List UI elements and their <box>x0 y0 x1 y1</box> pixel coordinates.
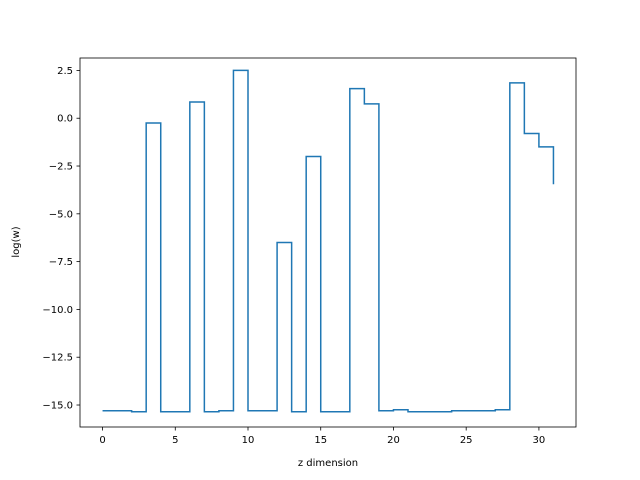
x-tick-label: 0 <box>99 435 105 446</box>
y-tick-label: −5.0 <box>49 209 73 220</box>
x-tick-label: 30 <box>533 435 546 446</box>
x-tick-label: 20 <box>387 435 400 446</box>
y-axis-label: log(w) <box>11 226 22 257</box>
x-tick-label: 5 <box>172 435 178 446</box>
y-tick-label: −12.5 <box>42 353 73 364</box>
x-tick-label: 15 <box>314 435 327 446</box>
y-tick-label: 0.0 <box>57 114 73 125</box>
y-tick-label: 2.5 <box>57 66 73 77</box>
y-tick-label: −7.5 <box>49 257 73 268</box>
x-tick-label: 25 <box>460 435 473 446</box>
y-tick-label: −15.0 <box>42 401 73 412</box>
y-tick-label: −2.5 <box>49 162 73 173</box>
y-tick-label: −10.0 <box>42 305 73 316</box>
axes-frame <box>79 57 577 428</box>
x-tick-label: 10 <box>242 435 255 446</box>
x-axis-label: z dimension <box>298 458 358 469</box>
y-axis: 2.5 0.0 −2.5 −5.0 −7.5 −10.0 −12.5 −15.0 <box>42 66 80 412</box>
plot-area <box>102 69 555 413</box>
series-line <box>102 69 555 413</box>
x-axis: 0 5 10 15 20 25 30 <box>99 427 545 446</box>
